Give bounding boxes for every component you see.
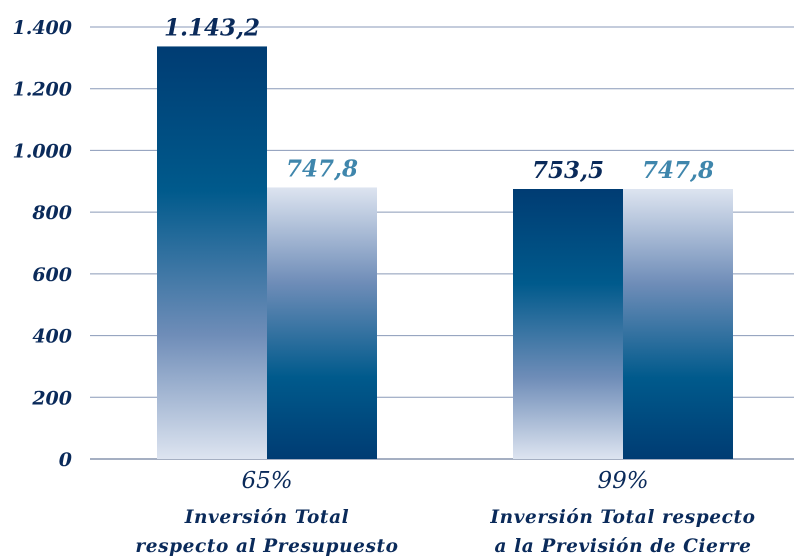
bars bbox=[157, 46, 733, 459]
data-label: 747,8 bbox=[642, 157, 714, 184]
y-tick-label: 400 bbox=[32, 326, 72, 348]
category-label: respecto al Presupuesto bbox=[135, 536, 398, 557]
y-tick-label: 600 bbox=[32, 264, 72, 286]
bar-light bbox=[623, 189, 733, 459]
data-label: 1.143,2 bbox=[164, 14, 260, 41]
y-tick-label: 800 bbox=[31, 202, 72, 224]
data-labels: 1.143,2 747,8 753,5 747,8 bbox=[164, 14, 714, 184]
data-label: 753,5 bbox=[532, 157, 604, 184]
data-label: 747,8 bbox=[286, 155, 358, 182]
category-label: a la Previsión de Cierre bbox=[494, 536, 751, 557]
y-axis-ticks: 0 200 400 600 800 1.000 1.200 1.400 bbox=[13, 17, 73, 471]
y-tick-label: 200 bbox=[31, 387, 72, 409]
bar-light bbox=[267, 187, 377, 459]
y-tick-label: 1.200 bbox=[13, 79, 73, 101]
category-labels: 65% Inversión Total respecto al Presupuest… bbox=[135, 468, 755, 557]
bar-dark bbox=[157, 46, 267, 459]
bar-dark bbox=[513, 189, 623, 459]
category-percent: 65% bbox=[241, 468, 292, 494]
y-tick-label: 0 bbox=[59, 449, 72, 471]
y-tick-label: 1.400 bbox=[13, 17, 73, 39]
category-label: Inversión Total bbox=[184, 507, 350, 528]
category-percent: 99% bbox=[597, 468, 648, 494]
y-tick-label: 1.000 bbox=[13, 140, 73, 162]
category-label: Inversión Total respecto bbox=[489, 507, 755, 528]
